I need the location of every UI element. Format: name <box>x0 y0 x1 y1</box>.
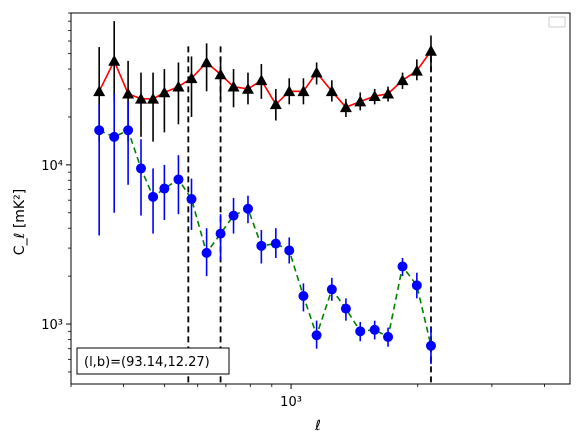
series-2-point-24 <box>411 280 422 291</box>
series-2-point-25 <box>425 340 436 351</box>
series-2-point-9 <box>201 247 212 258</box>
series-1-point-18 <box>325 85 338 97</box>
series-2-point-21 <box>369 324 380 335</box>
series-2-point-4 <box>136 163 147 174</box>
series-2-point-17 <box>311 330 322 341</box>
series-2-point-20 <box>355 326 366 337</box>
series-1-point-2 <box>108 54 121 66</box>
series-2-point-22 <box>383 331 394 342</box>
series-2-point-11 <box>228 210 239 221</box>
series-1-point-22 <box>382 87 395 99</box>
series-1-line <box>98 50 432 109</box>
series-1-point-13 <box>255 74 268 86</box>
series-1-point-20 <box>354 95 367 107</box>
series-2-point-8 <box>186 194 197 205</box>
series-2-point-7 <box>173 174 184 185</box>
y-tick-label-1: 10³ <box>41 318 63 333</box>
series-1-point-11 <box>227 80 240 92</box>
x-axis-label: ℓ <box>314 418 321 434</box>
series-2-point-18 <box>326 284 337 295</box>
series-2-point-1 <box>94 125 105 136</box>
series-1-point-9 <box>200 56 213 68</box>
series-2-point-19 <box>340 303 351 314</box>
series-2-point-15 <box>284 245 295 256</box>
series-1-point-21 <box>368 90 381 102</box>
series-2-point-5 <box>148 191 159 202</box>
series-1-point-3 <box>122 87 135 99</box>
series-1-point-5 <box>147 92 160 104</box>
series-1-point-15 <box>283 85 296 97</box>
legend-box <box>548 16 566 28</box>
series-1-point-14 <box>269 98 282 110</box>
series-1-point-17 <box>310 66 323 78</box>
y-tick-label-2: 10⁴ <box>41 159 63 174</box>
y-axis-label: C_ℓ [mK²] <box>12 189 28 255</box>
plot-frame <box>70 12 571 385</box>
series-1-point-10 <box>214 68 227 80</box>
series-2-point-14 <box>270 238 281 249</box>
series-1-point-7 <box>172 80 185 92</box>
series-2-point-12 <box>242 203 253 214</box>
series-2-point-3 <box>123 125 134 136</box>
series-2-point-10 <box>215 228 226 239</box>
series-1-point-4 <box>135 92 148 104</box>
series-1-point-23 <box>396 74 409 86</box>
axes: 10³ 10⁴ 10³ <box>41 12 571 410</box>
series-1-point-1 <box>93 85 106 97</box>
plot-area <box>93 21 437 383</box>
series-2-point-23 <box>397 261 408 272</box>
x-tick-label: 10³ <box>280 395 302 410</box>
series-2-point-16 <box>298 291 309 302</box>
series-2-point-2 <box>109 131 120 142</box>
series-2-line <box>98 129 432 346</box>
series-1-point-12 <box>241 82 254 94</box>
series-1-point-8 <box>185 72 198 84</box>
series-2-point-6 <box>159 183 170 194</box>
series-1-point-24 <box>410 64 423 76</box>
series-1-point-6 <box>158 86 171 98</box>
series-1-point-16 <box>297 85 310 97</box>
annotation-text: (l,b)=(93.14,12.27) <box>84 355 210 370</box>
annotation-box: (l,b)=(93.14,12.27) <box>76 347 230 375</box>
series-2-point-13 <box>256 240 267 251</box>
series-1-point-19 <box>339 101 352 113</box>
annotation-frame <box>76 347 230 375</box>
series-1-point-25 <box>424 44 437 56</box>
